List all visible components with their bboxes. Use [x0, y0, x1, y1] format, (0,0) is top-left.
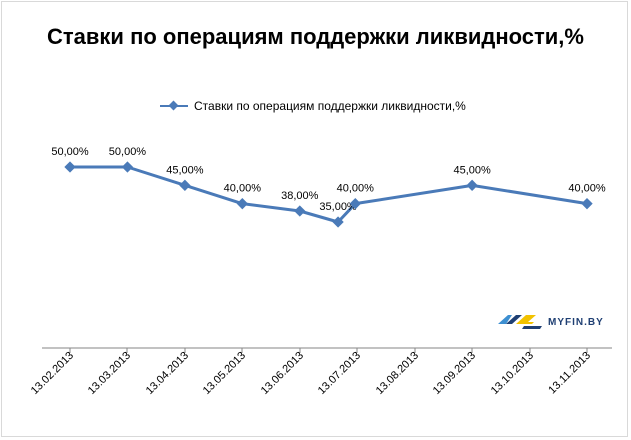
data-label: 45,00%: [166, 164, 204, 176]
chart-title: Ставки по операциям поддержки ликвидност…: [47, 24, 584, 49]
data-point-marker: [349, 198, 361, 210]
data-label: 35,00%: [319, 201, 357, 213]
x-tick-label: 13.06.2013: [259, 350, 306, 397]
data-point-marker: [64, 161, 76, 173]
logo-text: MYFIN.BY: [548, 317, 604, 328]
data-label: 40,00%: [568, 183, 606, 195]
data-point-marker: [466, 179, 478, 191]
data-label: 50,00%: [109, 146, 147, 158]
x-tick-label: 13.08.2013: [374, 350, 421, 397]
legend-label: Ставки по операциям поддержки ликвидност…: [194, 99, 466, 113]
x-tick-label: 13.03.2013: [86, 350, 133, 397]
data-point-marker: [332, 216, 344, 228]
x-tick-label: 13.04.2013: [144, 350, 191, 397]
legend-marker: [160, 100, 188, 112]
x-tick-label: 13.10.2013: [489, 350, 536, 397]
x-tick-label: 13.09.2013: [431, 350, 478, 397]
series-line: [70, 165, 588, 224]
data-label: 40,00%: [224, 183, 262, 195]
data-label: 50,00%: [51, 146, 89, 158]
legend: Ставки по операциям поддержки ликвидност…: [160, 96, 466, 116]
myfin-logo: [498, 315, 542, 329]
data-label: 45,00%: [453, 164, 491, 176]
data-point-marker: [179, 179, 191, 191]
data-point-marker: [581, 198, 593, 210]
data-label: 40,00%: [337, 183, 375, 195]
data-point-marker: [236, 198, 248, 210]
x-tick-label: 13.07.2013: [316, 350, 363, 397]
x-tick-label: 13.11.2013: [546, 350, 593, 397]
data-point-marker: [121, 161, 134, 173]
data-point-marker: [294, 205, 306, 217]
x-tick-label: 13.02.2013: [29, 350, 76, 397]
x-tick-label: 13.05.2013: [201, 350, 248, 397]
data-label: 38,00%: [281, 190, 319, 202]
